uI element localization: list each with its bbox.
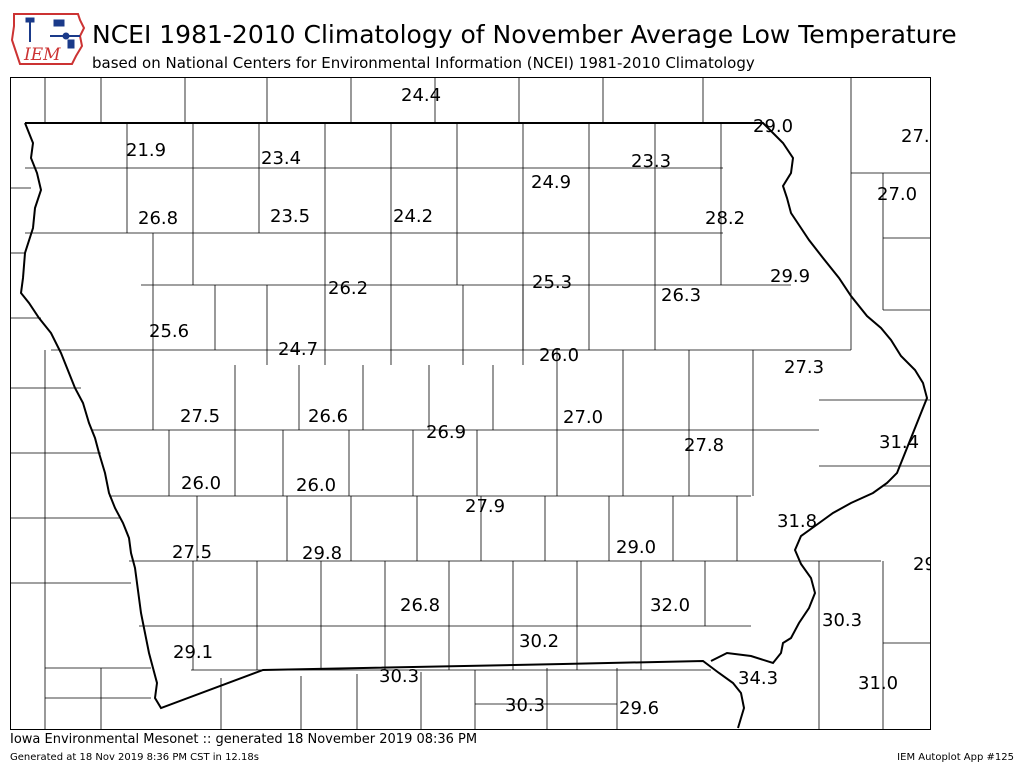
- temperature-value-label: 29.8: [302, 543, 342, 564]
- temperature-value-label: 26.8: [138, 208, 178, 229]
- temperature-value-label: 30.2: [519, 631, 559, 652]
- temperature-value-label: 21.9: [126, 140, 166, 161]
- temperature-value-label: 25.3: [532, 272, 572, 293]
- iem-logo: IEM: [10, 6, 88, 66]
- temperature-value-label: 31.0: [858, 673, 898, 694]
- iowa-state-logo-icon: IEM: [10, 13, 86, 65]
- temperature-value-label: 26.0: [181, 473, 221, 494]
- temperature-value-label: 23.5: [270, 206, 310, 227]
- iowa-state-border-east: [25, 122, 929, 665]
- temperature-value-label: 24.2: [393, 206, 433, 227]
- county-map-svg: 24.4 29.0 27.2 21.9 23.4 23.3 24.9 27.0 26.8 23.5…: [11, 78, 931, 729]
- temperature-value-label: 27.5: [172, 542, 212, 563]
- temperature-value-label: 26.0: [539, 345, 579, 366]
- temperature-value-label: 26.2: [328, 278, 368, 299]
- temperature-value-labels: 24.4 29.0 27.2 21.9 23.4 23.3 24.9 27.0 26.8 23.5…: [126, 85, 931, 719]
- temperature-value-label: 29.9: [770, 266, 810, 287]
- temperature-value-label: 24.7: [278, 339, 318, 360]
- temperature-value-label: 27.0: [563, 407, 603, 428]
- temperature-value-label: 29.0: [753, 116, 793, 137]
- temperature-value-label: 26.8: [400, 595, 440, 616]
- temperature-value-label: 23.3: [631, 151, 671, 172]
- temperature-value-label: 34.3: [738, 668, 778, 689]
- temperature-value-label: 24.4: [401, 85, 441, 106]
- temperature-value-label: 26.6: [308, 406, 348, 427]
- logo-text: IEM: [23, 45, 61, 65]
- temperature-value-label: 32.0: [650, 595, 690, 616]
- temperature-value-label: 30.3: [379, 666, 419, 687]
- temperature-value-label: 27.0: [877, 184, 917, 205]
- climatology-map: 24.4 29.0 27.2 21.9 23.4 23.3 24.9 27.0 26.8 23.5…: [10, 77, 931, 730]
- temperature-value-label: 23.4: [261, 148, 301, 169]
- temperature-value-label: 27.8: [684, 435, 724, 456]
- page-title: NCEI 1981-2010 Climatology of November A…: [92, 20, 957, 49]
- temperature-value-label: 29.1: [173, 642, 213, 663]
- temperature-value-label: 27.9: [465, 496, 505, 517]
- temperature-value-label: 31.4: [879, 432, 919, 453]
- temperature-value-label: 25.6: [149, 321, 189, 342]
- temperature-value-label: 30.3: [822, 610, 862, 631]
- temperature-value-label: 27.3: [784, 357, 824, 378]
- footer-generated-line: Iowa Environmental Mesonet :: generated …: [10, 732, 478, 747]
- footer-generated-time: Generated at 18 Nov 2019 8:36 PM CST in …: [10, 752, 259, 763]
- temperature-value-label: 27.5: [180, 406, 220, 427]
- temperature-value-label: 29.6: [619, 698, 659, 719]
- temperature-value-label: 26.9: [426, 422, 466, 443]
- temperature-value-label: 29.0: [616, 537, 656, 558]
- temperature-value-label: 27.2: [901, 126, 931, 147]
- page-subtitle: based on National Centers for Environmen…: [92, 54, 755, 72]
- temperature-value-label: 28.2: [705, 208, 745, 229]
- iowa-state-border: [19, 122, 746, 729]
- temperature-value-label: 31.8: [777, 511, 817, 532]
- temperature-value-label: 26.0: [296, 475, 336, 496]
- temperature-value-label: 29.4: [913, 554, 931, 575]
- temperature-value-label: 30.3: [505, 695, 545, 716]
- temperature-value-label: 26.3: [661, 285, 701, 306]
- temperature-value-label: 24.9: [531, 172, 571, 193]
- footer-app-id: IEM Autoplot App #125: [897, 752, 1014, 763]
